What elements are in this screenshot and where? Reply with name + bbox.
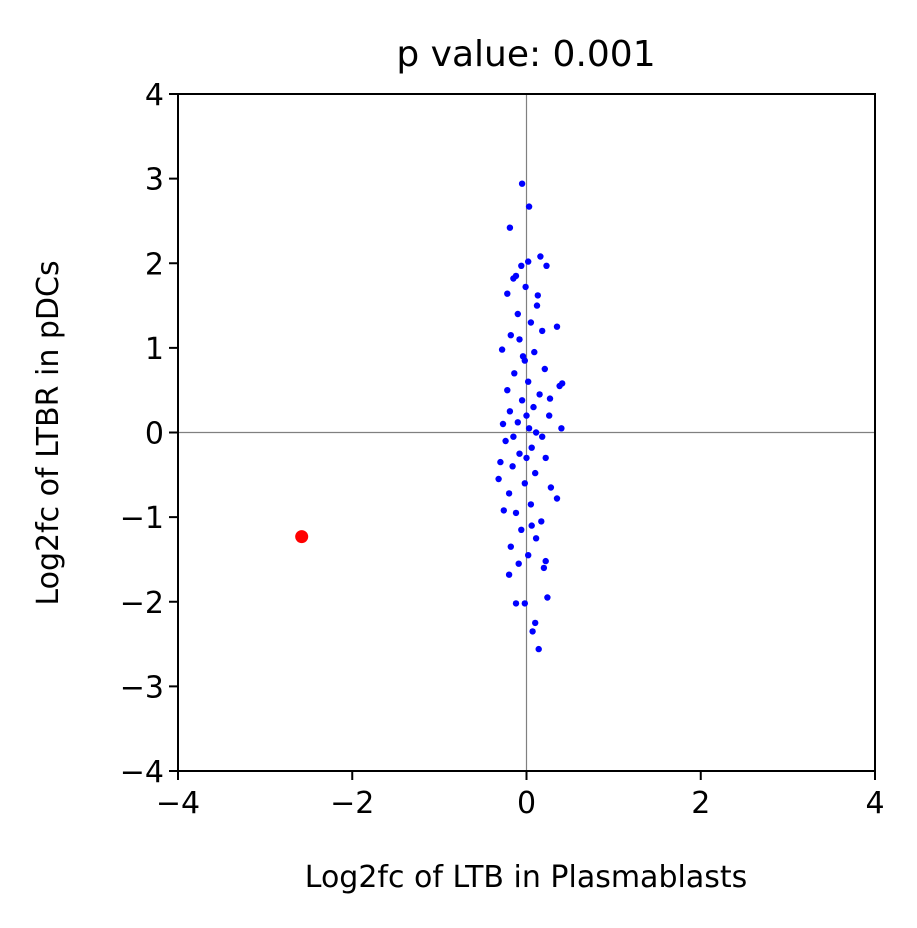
data-point (519, 353, 527, 360)
y-axis: −4 −3 −2 −1 0 1 2 3 4 (120, 78, 178, 790)
data-point (528, 444, 535, 451)
data-point (505, 490, 513, 497)
data-point (543, 262, 550, 269)
data-point (532, 535, 540, 542)
y-tick-label: 2 (145, 247, 164, 282)
plot-frame (177, 93, 876, 772)
data-point (521, 600, 528, 607)
data-point (523, 454, 530, 462)
data-point (510, 433, 517, 440)
data-point (516, 450, 523, 457)
data-point (518, 526, 525, 533)
x-tick-label: 0 (517, 786, 536, 821)
y-tick-label: 0 (145, 417, 164, 452)
data-point (544, 594, 551, 601)
data-point (512, 600, 520, 607)
y-tick-label: 1 (145, 332, 164, 367)
data-point (553, 495, 561, 502)
data-point (523, 412, 530, 419)
data-point (521, 480, 528, 487)
data-point (497, 458, 504, 466)
data-point (532, 469, 539, 477)
data-point (532, 429, 540, 436)
y-tick-label: 3 (145, 163, 164, 198)
data-point (518, 397, 526, 404)
data-point (495, 475, 502, 483)
data-point (531, 348, 538, 356)
data-point (527, 501, 535, 508)
y-tick-label: −1 (120, 501, 164, 536)
data-point (542, 557, 549, 565)
data-point (514, 310, 521, 318)
x-tick-label: 4 (865, 786, 884, 821)
data-point (546, 412, 553, 419)
x-axis-label: Log2fc of LTB in Plasmablasts (305, 860, 747, 895)
data-point (537, 253, 544, 260)
data-point (539, 433, 546, 440)
data-point (515, 560, 522, 567)
data-point (541, 365, 548, 373)
data-point (507, 543, 514, 550)
y-tick-label: −4 (120, 755, 164, 790)
y-axis-label: Log2fc of LTBR in pDCs (31, 260, 66, 605)
data-point (518, 180, 526, 187)
data-point (556, 382, 563, 390)
data-point (530, 403, 537, 411)
data-point (539, 327, 546, 335)
y-tick-label: 4 (145, 78, 164, 113)
data-point (527, 319, 535, 326)
data-point (511, 370, 518, 377)
data-point (538, 518, 545, 525)
y-tick-label: −2 (120, 586, 164, 621)
x-tick-label: −2 (330, 786, 374, 821)
data-point (512, 509, 520, 517)
data-point (533, 302, 541, 309)
data-point (516, 336, 523, 343)
data-point (540, 564, 548, 572)
data-point (506, 224, 514, 231)
plot-area (178, 94, 875, 771)
data-point (547, 484, 555, 491)
data-point (499, 420, 507, 428)
data-point (502, 437, 509, 445)
data-point (529, 628, 536, 635)
data-point (507, 332, 514, 339)
data-point (535, 645, 542, 653)
y-tick-label: −3 (120, 670, 164, 705)
data-point (525, 258, 532, 265)
data-point (525, 425, 533, 432)
x-axis: −4 −2 0 2 4 (156, 771, 885, 821)
highlighted-point (295, 530, 309, 544)
data-point (534, 292, 541, 299)
data-point (504, 387, 511, 394)
data-point (528, 522, 535, 529)
data-point (532, 619, 539, 627)
data-point (546, 395, 554, 402)
data-point (505, 571, 513, 578)
x-tick-label: −4 (156, 786, 200, 821)
data-point (525, 552, 532, 559)
data-point (512, 272, 520, 280)
data-point (500, 507, 507, 514)
data-point (504, 290, 511, 297)
data-point (536, 391, 543, 398)
data-point (553, 323, 561, 330)
data-point (542, 454, 549, 462)
data-point (509, 463, 516, 470)
data-point (514, 419, 521, 426)
data-point (525, 203, 533, 210)
x-tick-label: 2 (691, 786, 710, 821)
data-point (498, 346, 506, 353)
chart-title: p value: 0.001 (396, 34, 655, 75)
data-point (522, 283, 529, 291)
data-point (525, 378, 532, 385)
data-point (518, 262, 525, 269)
data-point (558, 425, 565, 432)
data-point (506, 408, 514, 415)
